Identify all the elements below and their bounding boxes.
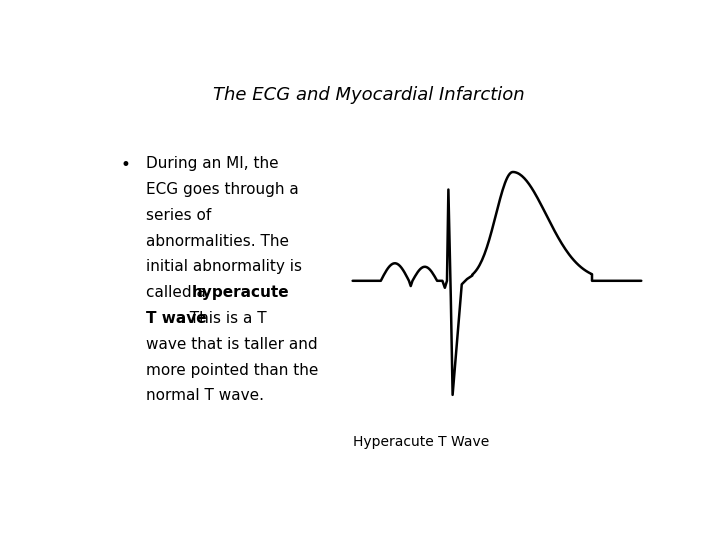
- Text: •: •: [121, 156, 130, 174]
- Text: During an MI, the: During an MI, the: [145, 156, 279, 171]
- Text: The ECG and Myocardial Infarction: The ECG and Myocardial Infarction: [213, 85, 525, 104]
- Text: Hyperacute T Wave: Hyperacute T Wave: [353, 435, 489, 449]
- Text: called a: called a: [145, 285, 210, 300]
- Text: wave that is taller and: wave that is taller and: [145, 337, 318, 352]
- Text: hyperacute: hyperacute: [192, 285, 289, 300]
- Text: more pointed than the: more pointed than the: [145, 362, 318, 377]
- Text: abnormalities. The: abnormalities. The: [145, 234, 289, 248]
- Text: normal T wave.: normal T wave.: [145, 388, 264, 403]
- Text: . This is a T: . This is a T: [181, 311, 267, 326]
- Text: initial abnormality is: initial abnormality is: [145, 259, 302, 274]
- Text: T wave: T wave: [145, 311, 207, 326]
- Text: ECG goes through a: ECG goes through a: [145, 182, 299, 197]
- Text: series of: series of: [145, 208, 211, 223]
